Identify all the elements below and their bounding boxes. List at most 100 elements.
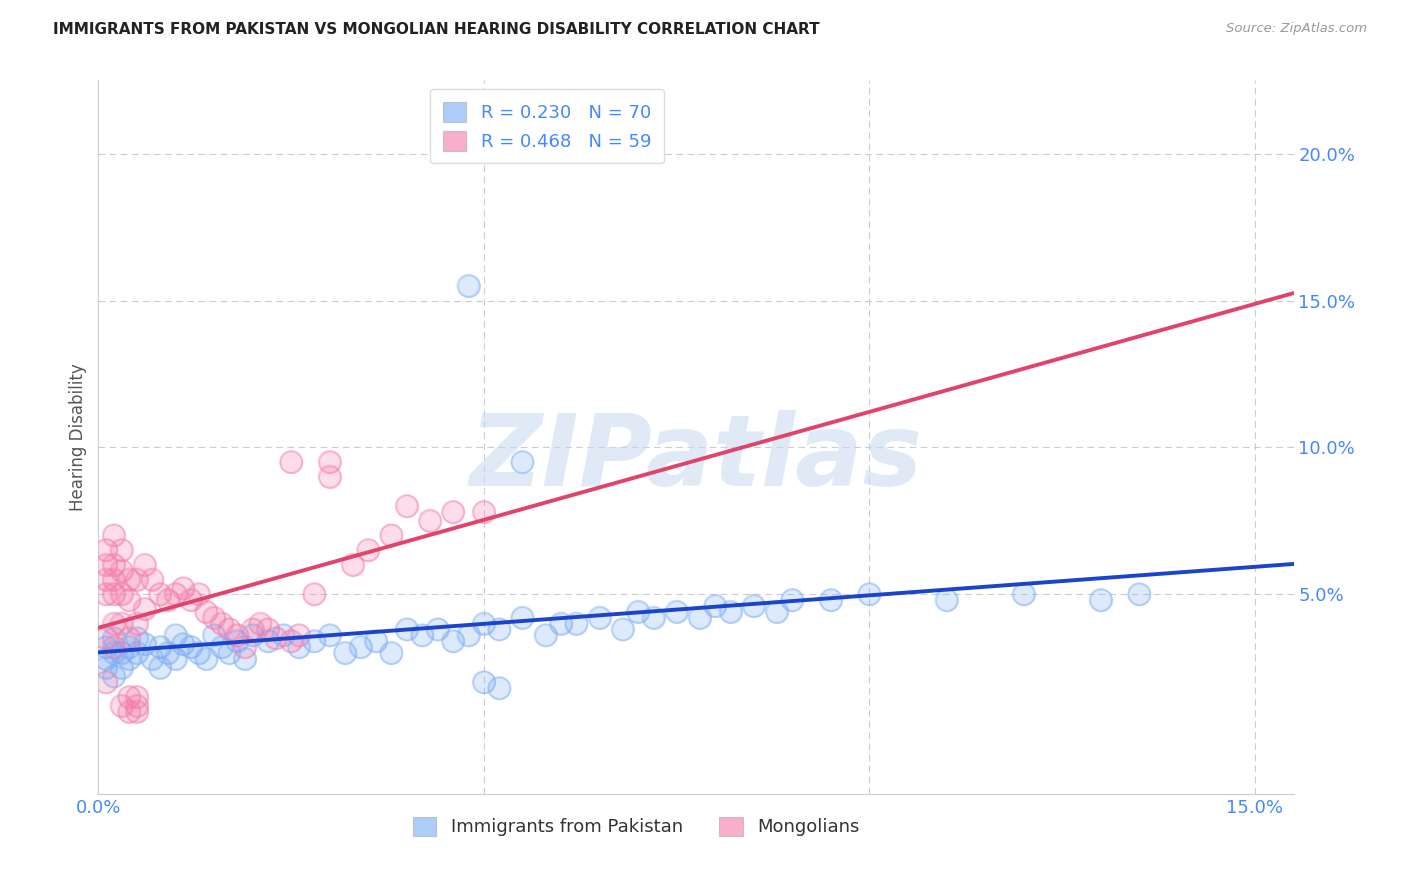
- Point: [125, 698, 148, 713]
- Point: [457, 628, 479, 642]
- Point: [720, 605, 742, 619]
- Point: [411, 628, 433, 642]
- Point: [110, 616, 132, 631]
- Point: [94, 587, 117, 601]
- Point: [125, 646, 148, 660]
- Point: [180, 640, 202, 654]
- Point: [419, 514, 441, 528]
- Point: [333, 646, 356, 660]
- Point: [249, 616, 271, 631]
- Point: [103, 558, 125, 572]
- Point: [110, 587, 132, 601]
- Point: [457, 278, 479, 293]
- Point: [1012, 587, 1035, 601]
- Point: [357, 543, 380, 558]
- Point: [149, 640, 172, 654]
- Point: [319, 455, 342, 469]
- Point: [141, 652, 163, 666]
- Point: [1128, 587, 1150, 601]
- Point: [720, 605, 742, 619]
- Point: [742, 599, 765, 613]
- Point: [134, 558, 156, 572]
- Point: [257, 623, 280, 637]
- Point: [165, 587, 187, 601]
- Point: [165, 652, 187, 666]
- Point: [488, 681, 510, 695]
- Point: [550, 616, 572, 631]
- Point: [211, 640, 233, 654]
- Point: [534, 628, 557, 642]
- Point: [103, 573, 125, 587]
- Point: [512, 455, 534, 469]
- Point: [488, 623, 510, 637]
- Point: [149, 587, 172, 601]
- Point: [441, 634, 464, 648]
- Point: [226, 634, 249, 648]
- Point: [94, 543, 117, 558]
- Point: [125, 632, 148, 646]
- Point: [488, 681, 510, 695]
- Point: [565, 616, 588, 631]
- Point: [349, 640, 371, 654]
- Point: [103, 587, 125, 601]
- Point: [118, 652, 141, 666]
- Point: [125, 690, 148, 704]
- Point: [94, 573, 117, 587]
- Point: [288, 640, 311, 654]
- Text: Source: ZipAtlas.com: Source: ZipAtlas.com: [1226, 22, 1367, 36]
- Point: [149, 587, 172, 601]
- Point: [242, 628, 264, 642]
- Point: [118, 593, 141, 607]
- Point: [472, 675, 495, 690]
- Point: [125, 573, 148, 587]
- Point: [118, 705, 141, 719]
- Point: [141, 573, 163, 587]
- Point: [165, 628, 187, 642]
- Point: [94, 558, 117, 572]
- Point: [94, 652, 117, 666]
- Point: [233, 652, 256, 666]
- Point: [1090, 593, 1112, 607]
- Point: [242, 623, 264, 637]
- Point: [94, 587, 117, 601]
- Point: [242, 623, 264, 637]
- Point: [395, 499, 418, 513]
- Point: [125, 632, 148, 646]
- Point: [149, 640, 172, 654]
- Point: [319, 628, 342, 642]
- Point: [342, 558, 364, 572]
- Point: [172, 637, 194, 651]
- Text: ZIPatlas: ZIPatlas: [470, 410, 922, 507]
- Point: [233, 640, 256, 654]
- Point: [426, 623, 449, 637]
- Point: [195, 605, 218, 619]
- Point: [94, 675, 117, 690]
- Point: [94, 632, 117, 646]
- Point: [512, 610, 534, 624]
- Point: [172, 637, 194, 651]
- Point: [380, 528, 402, 542]
- Point: [304, 587, 326, 601]
- Point: [304, 587, 326, 601]
- Point: [380, 646, 402, 660]
- Point: [364, 634, 387, 648]
- Point: [333, 646, 356, 660]
- Point: [218, 646, 240, 660]
- Point: [125, 690, 148, 704]
- Point: [858, 587, 880, 601]
- Point: [103, 640, 125, 654]
- Point: [218, 646, 240, 660]
- Point: [110, 660, 132, 674]
- Point: [1012, 587, 1035, 601]
- Point: [118, 640, 141, 654]
- Point: [349, 640, 371, 654]
- Point: [935, 593, 957, 607]
- Point: [118, 573, 141, 587]
- Point: [156, 593, 179, 607]
- Point: [304, 634, 326, 648]
- Point: [172, 582, 194, 596]
- Legend: Immigrants from Pakistan, Mongolians: Immigrants from Pakistan, Mongolians: [401, 804, 872, 849]
- Point: [457, 278, 479, 293]
- Point: [820, 593, 842, 607]
- Point: [280, 455, 302, 469]
